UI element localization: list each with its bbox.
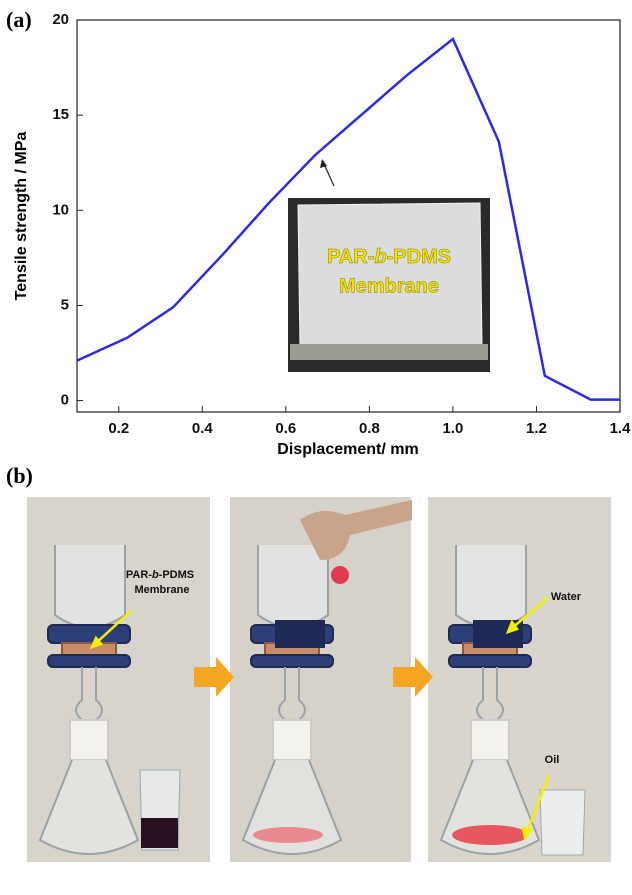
inset-label-part: -PDMS — [387, 246, 451, 268]
inset-photo: PAR-b-PDMS Membrane — [288, 198, 490, 372]
y-tick-label: 10 — [52, 201, 69, 218]
x-axis-label: Displacement/ mm — [277, 441, 418, 458]
inset-label-part: b — [374, 246, 386, 268]
x-tick-label: 1.4 — [610, 420, 632, 437]
y-tick-label: 15 — [52, 106, 69, 123]
panel-label: (b) — [6, 463, 33, 488]
y-tick-label: 0 — [61, 392, 69, 409]
annotation-arrow — [320, 159, 334, 186]
beaker-liquid — [141, 818, 178, 848]
inset-label-part: PAR- — [327, 246, 374, 268]
x-tick-label: 1.0 — [442, 420, 463, 437]
panel-label: (a) — [6, 7, 32, 32]
x-tick-label: 0.8 — [359, 420, 380, 437]
figure: (a) (b) Displacement/ mm Tensile strengt… — [0, 0, 632, 890]
y-tick-label: 5 — [61, 296, 69, 313]
oil — [452, 825, 528, 845]
oil — [253, 827, 323, 843]
x-tick-label: 0.4 — [192, 420, 214, 437]
x-tick-label: 1.2 — [526, 420, 547, 437]
photo-label: Oil — [545, 754, 560, 766]
photo-panel: PAR-b-PDMS Membrane Water Oil — [27, 497, 611, 862]
photo-label: Membrane — [134, 584, 189, 596]
y-tick-label: 20 — [52, 11, 69, 28]
water-layer — [275, 620, 325, 648]
photo-label: Water — [551, 591, 582, 603]
y-axis-label: Tensile strength / MPa — [13, 132, 30, 301]
x-tick-label: 0.2 — [108, 420, 129, 437]
x-tick-label: 0.6 — [275, 420, 296, 437]
photo-label-part: -PDMS — [159, 569, 194, 581]
photo-label-part: PAR- — [126, 569, 152, 581]
inset-label: PAR-b-PDMS — [327, 246, 451, 268]
photo-label: PAR-b-PDMS — [126, 569, 194, 581]
inset-label: Membrane — [339, 275, 439, 297]
